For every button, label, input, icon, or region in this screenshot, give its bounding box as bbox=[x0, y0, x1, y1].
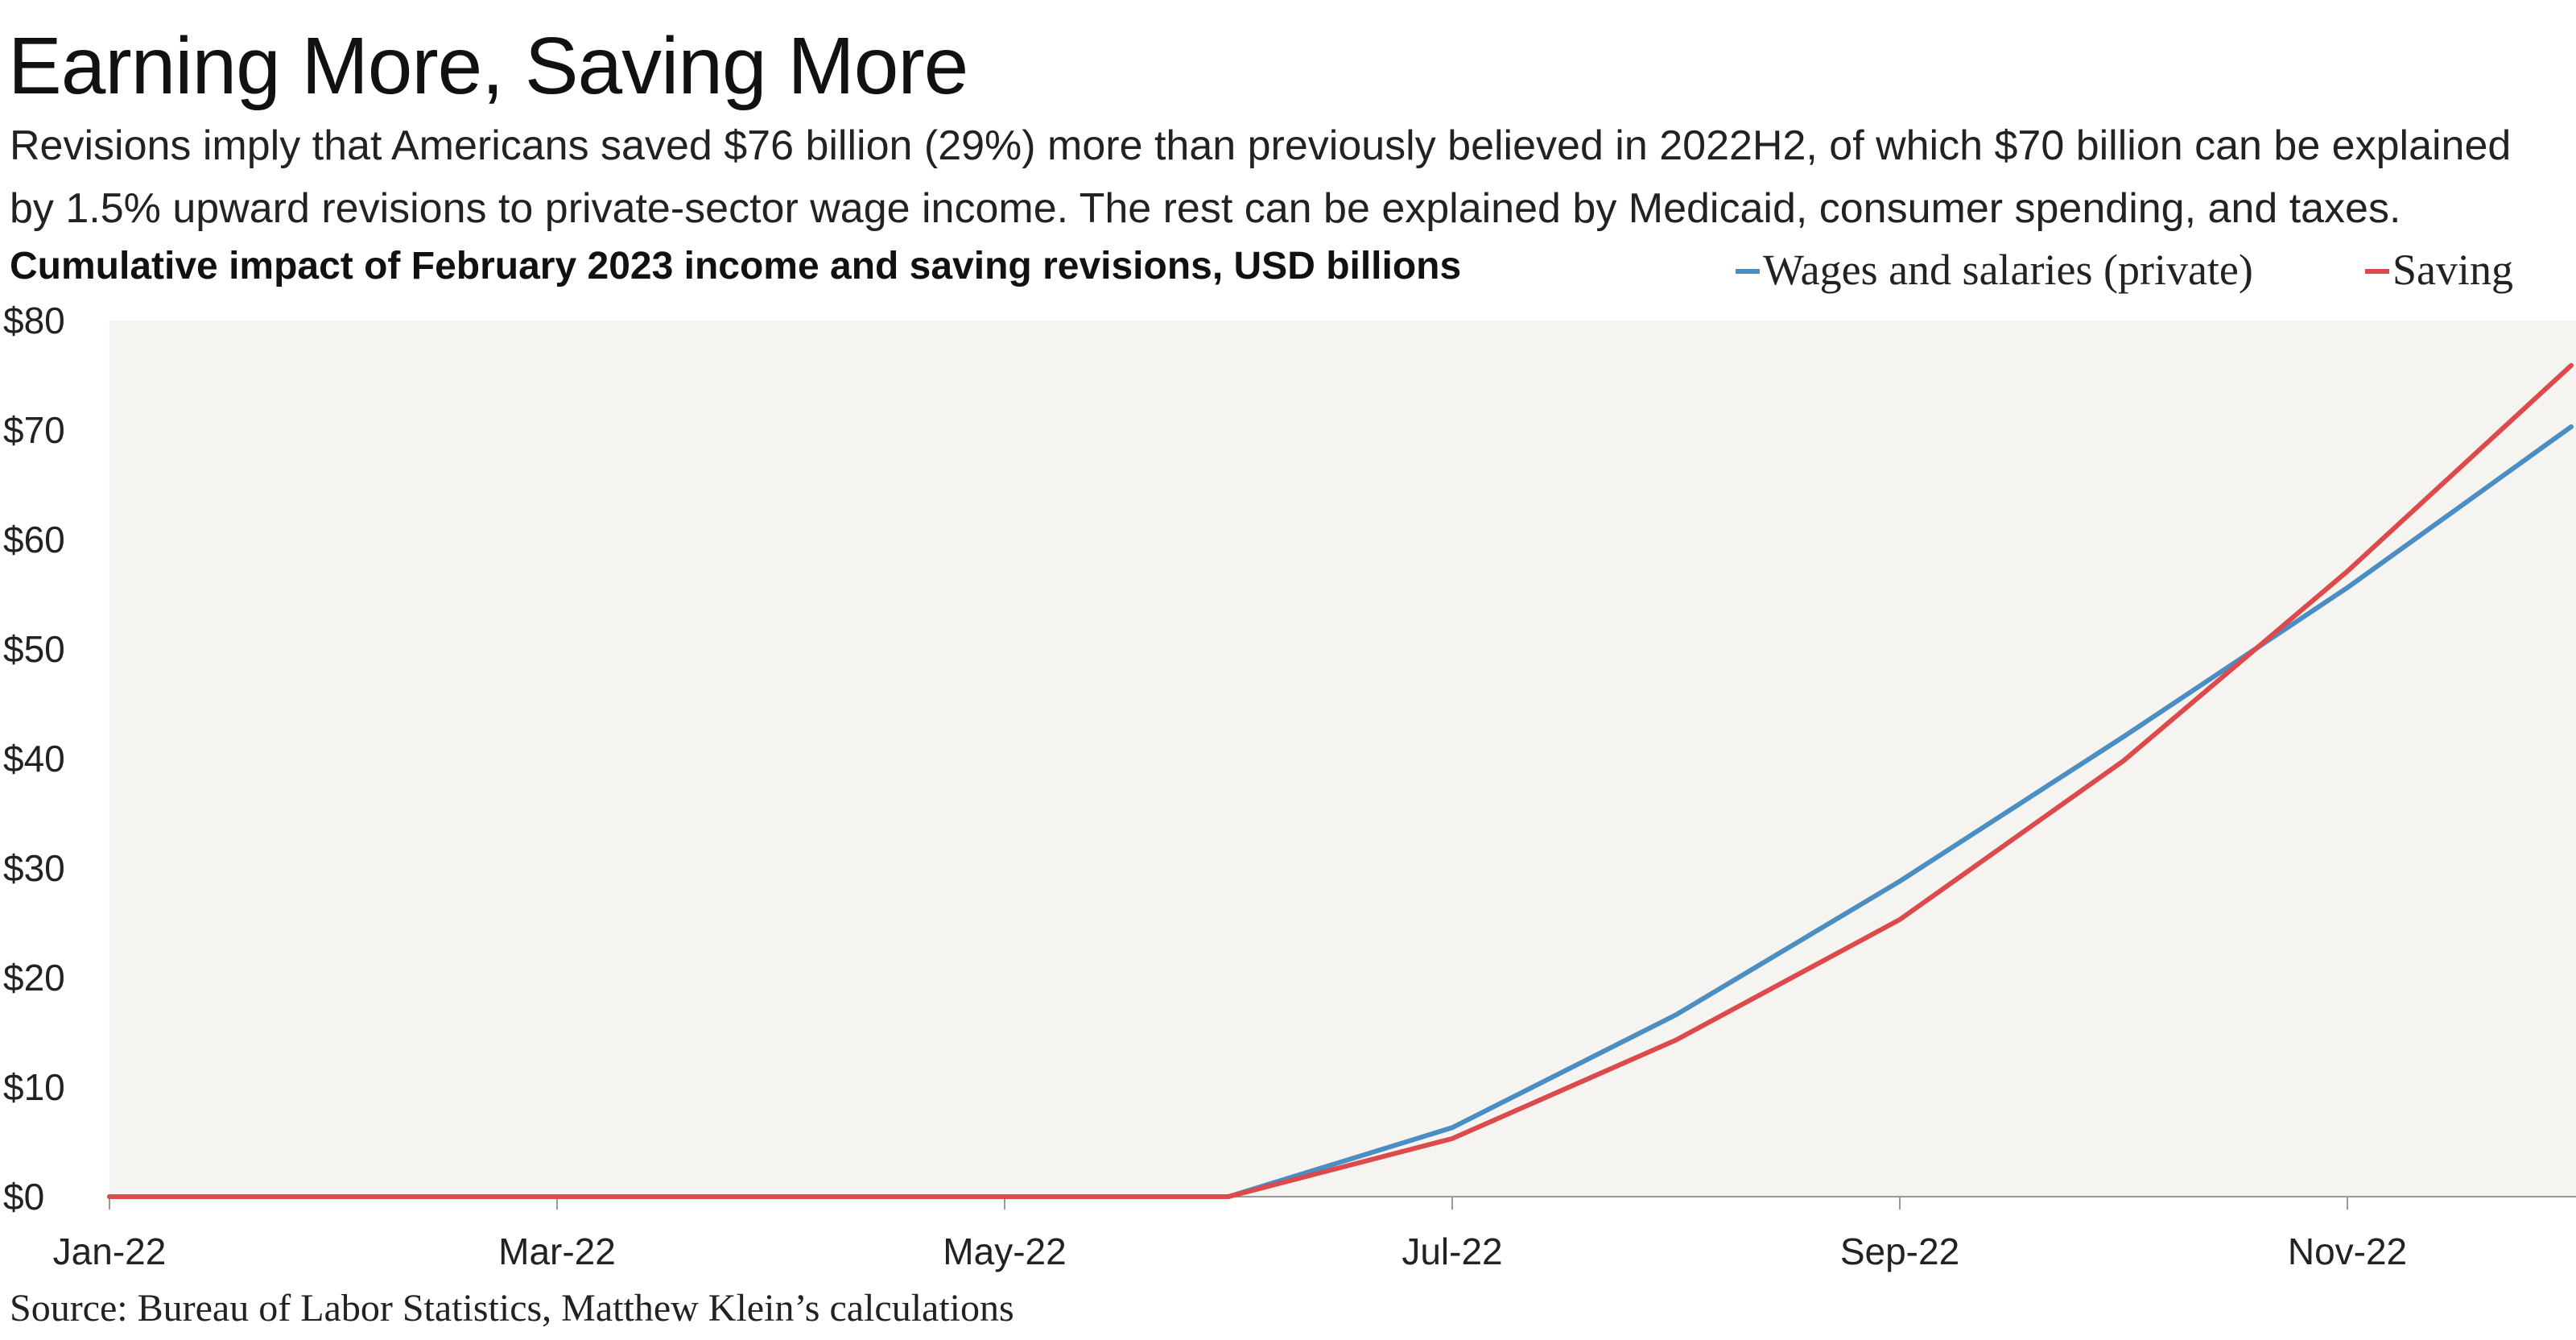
chart-title: Cumulative impact of February 2023 incom… bbox=[10, 245, 1462, 287]
legend-swatch-saving bbox=[2365, 269, 2389, 274]
x-tick-label: Jan-22 bbox=[53, 1230, 167, 1272]
y-tick-label: $40 bbox=[3, 738, 65, 780]
x-tick-label: Jul-22 bbox=[1402, 1230, 1502, 1272]
plot-area bbox=[109, 321, 2576, 1197]
legend-swatch-wages bbox=[1736, 269, 1760, 274]
y-tick-label: $30 bbox=[3, 847, 65, 889]
series-lines bbox=[107, 362, 2574, 1199]
y-tick-label: $60 bbox=[3, 519, 65, 560]
source-note: Source: Bureau of Labor Statistics, Matt… bbox=[10, 1287, 1014, 1330]
y-tick-label: $50 bbox=[3, 628, 65, 670]
x-tick-label: May-22 bbox=[943, 1230, 1066, 1272]
y-tick-label: $80 bbox=[3, 300, 65, 341]
y-tick-label: $0 bbox=[3, 1176, 44, 1218]
legend-item-saving: Saving bbox=[2365, 242, 2513, 298]
y-tick-label: $10 bbox=[3, 1066, 65, 1108]
y-tick-label: $70 bbox=[3, 409, 65, 451]
legend-label-wages: Wages and salaries (private) bbox=[1763, 246, 2253, 294]
x-axis: Jan-22 Mar-22 May-22 Jul-22 Sep-22 Nov-22 bbox=[53, 1196, 2576, 1272]
x-tick-label: Mar-22 bbox=[498, 1230, 616, 1272]
page-subtitle: Revisions imply that Americans saved $76… bbox=[10, 122, 2512, 232]
x-tick-label: Sep-22 bbox=[1840, 1230, 1959, 1272]
y-axis: $0 $10 $20 $30 $40 $50 $60 $70 $80 bbox=[3, 300, 65, 1218]
x-tick-label: Nov-22 bbox=[2288, 1230, 2407, 1272]
legend-item-wages: Wages and salaries (private) bbox=[1736, 242, 2253, 298]
series-line-saving bbox=[107, 362, 2574, 1199]
y-tick-label: $20 bbox=[3, 957, 65, 999]
page-title: Earning More, Saving More bbox=[8, 21, 968, 111]
legend-label-saving: Saving bbox=[2392, 246, 2514, 294]
